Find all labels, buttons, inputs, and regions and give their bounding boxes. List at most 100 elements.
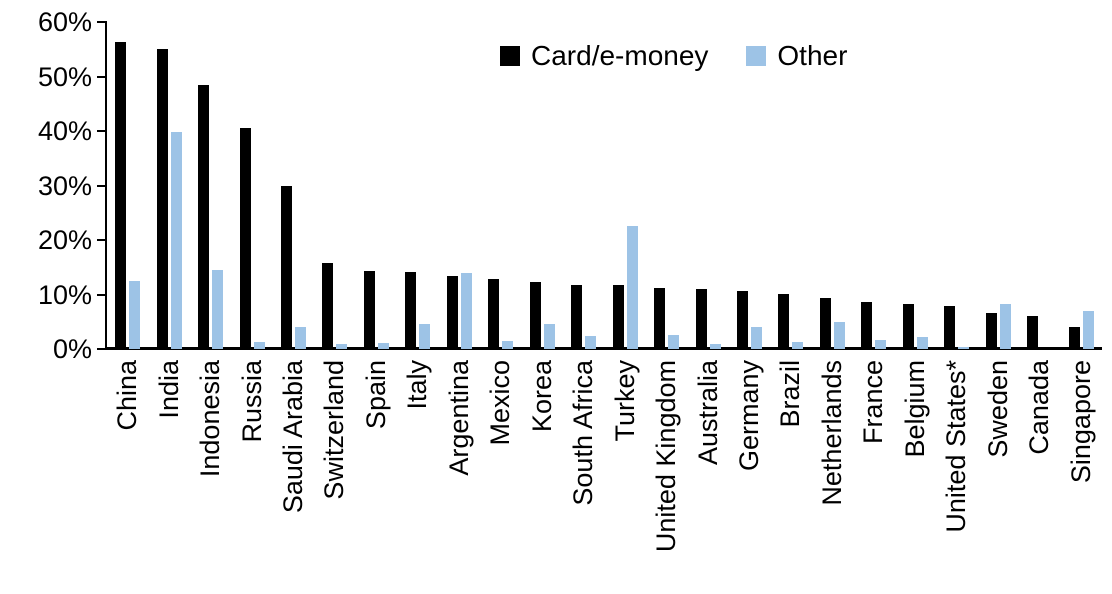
bar-group-germany	[729, 0, 770, 349]
x-label-cell: United Kingdom	[646, 360, 687, 594]
x-axis-label-singapore: Singapore	[1065, 360, 1096, 484]
x-axis-label-brazil: Brazil	[775, 360, 806, 428]
x-label-cell: India	[148, 360, 189, 594]
legend-item-other: Other	[746, 40, 847, 72]
bar-other-indonesia	[212, 270, 224, 349]
x-axis-label-india: India	[153, 360, 184, 419]
bar-other-south-africa	[585, 336, 597, 349]
bar-card-e-money-south-africa	[571, 285, 583, 349]
bar-group-argentina	[439, 0, 480, 349]
y-tick-label: 20%	[37, 225, 92, 255]
bar-group-turkey	[604, 0, 645, 349]
bar-card-e-money-switzerland	[322, 263, 334, 349]
bar-card-e-money-mexico	[488, 279, 500, 349]
bar-card-e-money-canada	[1027, 316, 1039, 349]
x-label-cell: Italy	[397, 360, 438, 594]
x-axis-label-mexico: Mexico	[485, 360, 516, 446]
x-axis-label-spain: Spain	[360, 360, 391, 430]
bar-card-e-money-france	[861, 302, 873, 349]
bar-group-singapore	[1060, 0, 1101, 349]
legend-swatch-card-e-money	[500, 46, 520, 66]
bar-other-brazil	[792, 342, 804, 349]
x-axis-label-south-africa: South Africa	[568, 360, 599, 506]
x-axis-label-germany: Germany	[734, 360, 764, 472]
x-label-cell: France	[853, 360, 894, 594]
x-axis-labels: China India Indonesia Russia Saudi Arabia Swi…	[107, 360, 1102, 594]
bar-other-china	[129, 281, 141, 349]
x-label-cell: United States*	[936, 360, 977, 594]
x-axis-label-italy: Italy	[402, 360, 433, 410]
bar-group-switzerland	[314, 0, 355, 349]
bar-other-india	[170, 132, 182, 349]
bar-group-mexico	[480, 0, 521, 349]
x-label-cell: Turkey	[604, 360, 645, 594]
bar-card-e-money-italy	[405, 272, 417, 349]
x-label-cell: Saudi Arabia	[273, 360, 314, 594]
bar-group-netherlands	[812, 0, 853, 349]
y-tick-label: 40%	[37, 116, 92, 146]
bar-other-korea	[543, 324, 555, 349]
legend-label: Other	[777, 40, 848, 71]
x-label-cell: China	[107, 360, 148, 594]
x-axis-label-indonesia: Indonesia	[195, 360, 226, 478]
x-axis-label-turkey: Turkey	[609, 360, 640, 442]
bar-group-south-africa	[563, 0, 604, 349]
bar-other-spain	[377, 343, 389, 349]
x-axis-label-united-states: United States*	[941, 360, 972, 533]
x-label-cell: Argentina	[439, 360, 480, 594]
plot-area	[107, 0, 1102, 349]
bar-group-russia	[231, 0, 272, 349]
x-label-cell: Spain	[356, 360, 397, 594]
bar-card-e-money-china	[115, 42, 127, 349]
x-axis-label-france: France	[858, 360, 889, 445]
x-axis-label-united-kingdom: United Kingdom	[651, 360, 682, 553]
bar-group-france	[853, 0, 894, 349]
bar-other-switzerland	[336, 344, 348, 349]
x-label-cell: Belgium	[895, 360, 936, 594]
bar-other-saudi-arabia	[295, 327, 307, 349]
bar-group-spain	[356, 0, 397, 349]
y-tick-label: 30%	[37, 170, 92, 201]
bar-group-australia	[687, 0, 728, 349]
x-axis-label-netherlands: Netherlands	[816, 360, 847, 506]
y-tick	[97, 348, 105, 350]
bar-card-e-money-singapore	[1068, 327, 1080, 349]
x-axis-label-argentina: Argentina	[443, 360, 474, 476]
bar-group-italy	[397, 0, 438, 349]
bar-card-e-money-russia	[239, 128, 251, 349]
x-label-cell: Canada	[1019, 360, 1060, 594]
y-tick-label: 10%	[37, 279, 92, 310]
y-tick	[97, 293, 105, 296]
bar-other-united-states	[958, 347, 970, 349]
y-tick	[97, 239, 105, 241]
bar-group-saudi-arabia	[273, 0, 314, 349]
bar-other-australia	[709, 344, 721, 349]
bar-other-italy	[419, 324, 431, 349]
legend-label: Card/e-money	[531, 40, 709, 71]
bar-card-e-money-spain	[363, 271, 375, 349]
x-label-cell: Mexico	[480, 360, 521, 594]
x-axis-label-belgium: Belgium	[899, 360, 930, 458]
bar-card-e-money-netherlands	[819, 298, 831, 349]
bar-card-e-money-indonesia	[198, 85, 210, 349]
bar-group-united-kingdom	[646, 0, 687, 349]
x-label-cell: Brazil	[770, 360, 811, 594]
bar-group-korea	[522, 0, 563, 349]
y-tick-label: 50%	[37, 61, 92, 92]
bar-card-e-money-turkey	[612, 285, 624, 349]
bar-other-sweden	[999, 304, 1011, 349]
bar-card-e-money-united-states	[944, 306, 956, 349]
x-axis-label-china: China	[112, 360, 143, 431]
bar-other-france	[875, 340, 887, 349]
x-label-cell: Sweden	[978, 360, 1019, 594]
bar-card-e-money-india	[156, 49, 168, 349]
x-axis-label-korea: Korea	[526, 360, 557, 433]
legend-swatch-other	[746, 46, 767, 66]
legend-item-card-e-money: Card/e-money	[500, 40, 708, 72]
x-axis-label-saudi-arabia: Saudi Arabia	[278, 360, 309, 514]
bar-card-e-money-brazil	[778, 294, 790, 349]
x-label-cell: Australia	[687, 360, 728, 594]
x-label-cell: Korea	[522, 360, 563, 594]
bar-other-mexico	[502, 341, 514, 349]
